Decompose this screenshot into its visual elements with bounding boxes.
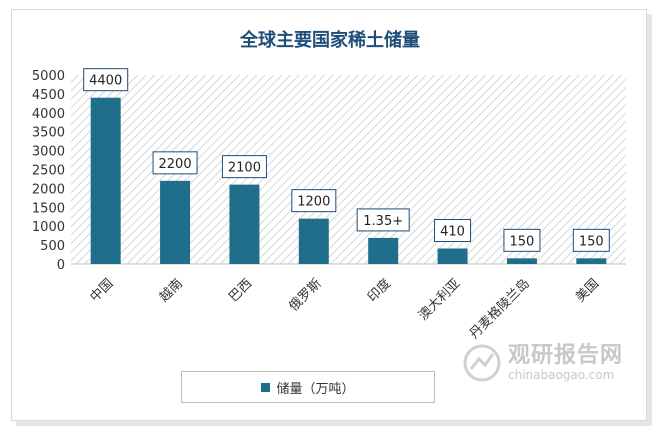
bar (160, 180, 191, 264)
data-label: 1.35+ (363, 214, 403, 229)
watermark: 观研报告网 chinabaogao.com (462, 343, 623, 383)
y-tick-label: 4500 (32, 88, 65, 103)
data-label-box (572, 228, 610, 252)
y-tick-label: 500 (40, 239, 65, 254)
category-label: 越南 (156, 276, 186, 306)
chart-title: 全球主要国家稀土储量 (239, 29, 420, 51)
bar (229, 184, 260, 264)
watermark-cn: 观研报告网 (508, 343, 624, 368)
data-label: 4400 (89, 74, 122, 89)
bar (506, 258, 537, 264)
data-label-box (83, 68, 129, 92)
bar (298, 218, 329, 264)
data-label-box (291, 189, 337, 213)
data-label: 1200 (297, 195, 330, 210)
y-tick-label: 5000 (32, 69, 65, 84)
category-label: 澳大利亚 (415, 276, 463, 324)
category-label: 印度 (364, 276, 394, 306)
y-tick-label: 2500 (32, 164, 65, 179)
data-label-box (503, 228, 541, 252)
data-label: 2200 (159, 157, 192, 172)
y-tick-label: 2000 (32, 182, 65, 197)
category-label: 俄罗斯 (286, 276, 324, 314)
data-label-box (152, 151, 198, 175)
data-label: 2100 (228, 161, 261, 176)
y-axis: 0 500 1000 1500 2000 2500 3000 3500 4000 4500 5000 (32, 69, 626, 273)
x-axis: 中国 越南 巴西 俄罗斯 印度 澳大利亚 丹麦格陵兰岛 美国 (88, 276, 603, 342)
watermark-logo-icon (463, 344, 501, 382)
legend-label: 储量（万吨） (276, 381, 355, 397)
y-tick-label: 0 (57, 258, 65, 273)
data-labels: 4400 2200 2100 1200 1.35+ 410 150 150 (83, 68, 610, 252)
legend: 储量（万吨） (181, 371, 435, 403)
data-label-box (434, 219, 472, 243)
data-label: 150 (510, 234, 535, 249)
category-label: 美国 (573, 276, 602, 305)
watermark-en: chinabaogao.com (508, 368, 615, 382)
y-tick-label: 3500 (32, 126, 65, 141)
y-tick-label: 1000 (32, 220, 65, 235)
data-label: 410 (440, 225, 465, 240)
legend-swatch (261, 382, 271, 392)
y-tick-label: 4000 (32, 107, 65, 122)
category-label: 巴西 (226, 276, 255, 305)
y-tick-label: 3000 (32, 145, 65, 160)
bar (576, 258, 607, 264)
category-label: 丹麦格陵兰岛 (466, 276, 532, 342)
y-tick-label: 1500 (32, 201, 65, 216)
bar (437, 248, 468, 264)
data-label: 150 (579, 234, 604, 249)
category-label: 中国 (88, 276, 117, 305)
data-label-box (221, 155, 267, 179)
data-label-box (356, 208, 410, 232)
bar (90, 97, 121, 265)
bars (90, 97, 607, 265)
bar (368, 237, 399, 264)
